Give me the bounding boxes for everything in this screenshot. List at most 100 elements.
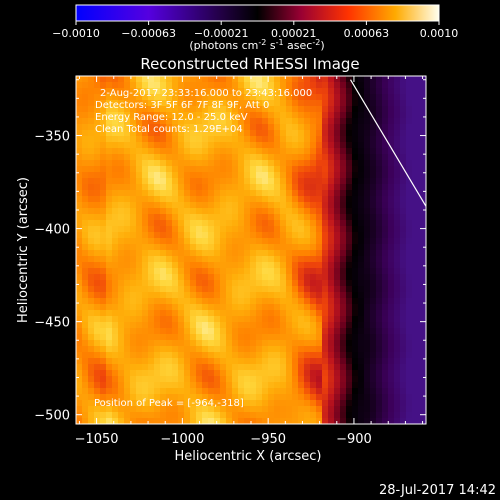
heatmap-cell: [412, 328, 419, 335]
heatmap-cell: [154, 400, 161, 407]
heatmap-cell: [388, 196, 395, 203]
heatmap-cell: [406, 166, 413, 173]
heatmap-cell: [364, 382, 371, 389]
heatmap-cell: [346, 214, 353, 221]
heatmap-cell: [178, 154, 185, 161]
heatmap-cell: [280, 280, 287, 287]
heatmap-cell: [184, 370, 191, 377]
heatmap-cell: [136, 346, 143, 353]
heatmap-cell: [334, 292, 341, 299]
heatmap-cell: [250, 136, 257, 143]
heatmap-cell: [202, 394, 209, 401]
heatmap-cell: [166, 352, 173, 359]
heatmap-cell: [340, 226, 347, 233]
heatmap-cell: [196, 94, 203, 101]
heatmap-cell: [76, 76, 83, 83]
heatmap-cell: [226, 256, 233, 263]
heatmap-cell: [226, 352, 233, 359]
heatmap-cell: [184, 196, 191, 203]
heatmap-cell: [280, 364, 287, 371]
heatmap-cell: [412, 232, 419, 239]
heatmap-cell: [250, 106, 257, 113]
heatmap-cell: [160, 274, 167, 281]
heatmap-cell: [136, 250, 143, 257]
heatmap-cell: [328, 118, 335, 125]
heatmap-cell: [292, 376, 299, 383]
heatmap-cell: [112, 148, 119, 155]
heatmap-cell: [208, 340, 215, 347]
heatmap-cell: [82, 310, 89, 317]
heatmap-cell: [226, 88, 233, 95]
heatmap-cell: [376, 142, 383, 149]
heatmap-cell: [268, 124, 275, 131]
heatmap-cell: [178, 418, 185, 424]
heatmap-cell: [364, 184, 371, 191]
heatmap-cell: [220, 346, 227, 353]
heatmap-cell: [232, 298, 239, 305]
heatmap-cell: [130, 292, 137, 299]
heatmap-cell: [418, 340, 425, 347]
heatmap-cell: [286, 292, 293, 299]
heatmap-cell: [172, 94, 179, 101]
heatmap-cell: [202, 250, 209, 257]
heatmap-cell: [184, 316, 191, 323]
heatmap-cell: [322, 142, 329, 149]
heatmap-cell: [358, 316, 365, 323]
heatmap-cell: [400, 172, 407, 179]
heatmap-cell: [370, 340, 377, 347]
heatmap-cell: [82, 178, 89, 185]
heatmap-cell: [100, 304, 107, 311]
heatmap-cell: [406, 322, 413, 329]
heatmap-cell: [130, 412, 137, 419]
heatmap-cell: [340, 376, 347, 383]
heatmap-cell: [286, 262, 293, 269]
heatmap-cell: [424, 412, 426, 419]
heatmap-cell: [298, 274, 305, 281]
heatmap-cell: [394, 250, 401, 257]
heatmap-cell: [226, 298, 233, 305]
heatmap-cell: [130, 178, 137, 185]
heatmap-cell: [310, 148, 317, 155]
heatmap-cell: [418, 106, 425, 113]
heatmap-cell: [256, 382, 263, 389]
heatmap-cell: [214, 322, 221, 329]
heatmap-cell: [172, 172, 179, 179]
heatmap-cell: [232, 154, 239, 161]
heatmap-cell: [100, 202, 107, 209]
heatmap-cell: [184, 148, 191, 155]
heatmap-cell: [262, 394, 269, 401]
heatmap-cell: [154, 226, 161, 233]
heatmap-cell: [154, 340, 161, 347]
heatmap-cell: [118, 238, 125, 245]
heatmap-cell: [316, 220, 323, 227]
heatmap-cell: [298, 178, 305, 185]
heatmap-cell: [136, 82, 143, 89]
heatmap-cell: [292, 364, 299, 371]
heatmap-cell: [316, 136, 323, 143]
heatmap-cell: [76, 250, 83, 257]
heatmap-cell: [118, 352, 125, 359]
heatmap-cell: [118, 262, 125, 269]
heatmap-cell: [268, 310, 275, 317]
heatmap-cell: [340, 142, 347, 149]
heatmap-cell: [340, 136, 347, 143]
heatmap-cell: [274, 364, 281, 371]
heatmap-cell: [238, 142, 245, 149]
heatmap-cell: [202, 298, 209, 305]
heatmap-cell: [142, 346, 149, 353]
heatmap-cell: [388, 148, 395, 155]
heatmap-cell: [322, 382, 329, 389]
heatmap-cell: [94, 100, 101, 107]
heatmap-cell: [178, 388, 185, 395]
heatmap-cell: [364, 142, 371, 149]
heatmap-cell: [412, 250, 419, 257]
heatmap-cell: [94, 286, 101, 293]
heatmap-cell: [202, 274, 209, 281]
heatmap-cell: [418, 148, 425, 155]
heatmap-cell: [136, 358, 143, 365]
heatmap-cell: [262, 202, 269, 209]
heatmap-cell: [346, 76, 353, 83]
heatmap-cell: [244, 154, 251, 161]
heatmap-cell: [88, 106, 95, 113]
heatmap-cell: [112, 262, 119, 269]
